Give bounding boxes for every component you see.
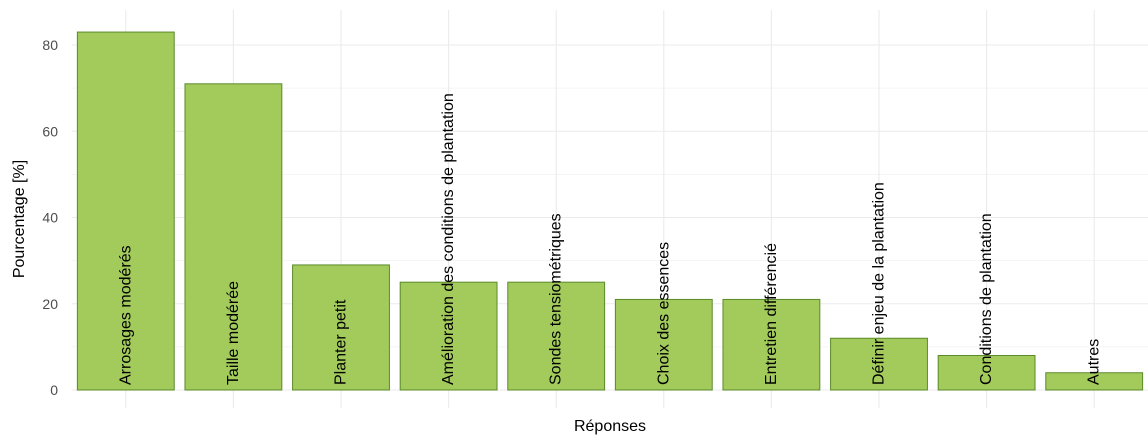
bars [76, 31, 1144, 391]
bar-category-label: Arrosages modérés [117, 245, 134, 385]
y-tick-label: 20 [42, 296, 58, 312]
bar [399, 281, 498, 391]
bar-category-label: Amélioration des conditions de plantatio… [440, 93, 457, 385]
y-tick-label: 0 [50, 382, 58, 398]
bar-labels: Arrosages modérés Taille modérée Planter p… [117, 93, 1102, 385]
x-axis-title: Réponses [574, 418, 646, 435]
y-tick-labels: 0 20 40 60 80 [42, 37, 58, 398]
bar-category-label: Autres [1086, 339, 1103, 385]
y-axis-title: Pourcentage [%] [11, 160, 28, 278]
bar-category-label: Définir enjeu de la plantation [871, 182, 888, 385]
bar-category-label: Entretien différencié [763, 243, 780, 385]
bar-category-label: Planter petit [333, 299, 350, 385]
bar-category-label: Choix des essences [655, 242, 672, 385]
bar [292, 264, 390, 391]
bar-category-label: Sondes tensiométriques [548, 213, 565, 385]
bar [507, 281, 606, 391]
bar [76, 31, 175, 391]
bar [830, 337, 928, 391]
bar-category-label: Taille modérée [225, 281, 242, 385]
bar-category-label: Conditions de plantation [978, 213, 995, 385]
bar [937, 355, 1036, 391]
y-tick-label: 80 [42, 37, 58, 53]
bar [722, 298, 821, 391]
y-tick-label: 40 [42, 210, 58, 226]
y-tick-label: 60 [42, 123, 58, 139]
bar [184, 83, 283, 391]
bar [1045, 372, 1144, 391]
bar [614, 298, 713, 391]
